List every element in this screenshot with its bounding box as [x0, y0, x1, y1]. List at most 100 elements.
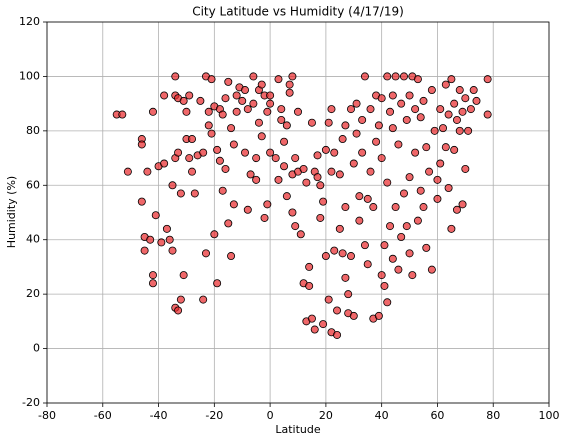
data-point [374, 121, 383, 130]
data-point [246, 170, 255, 179]
data-point [372, 137, 381, 146]
data-point [288, 72, 297, 81]
data-point [319, 320, 328, 329]
data-point [252, 154, 261, 163]
data-point [274, 75, 283, 84]
data-point [227, 124, 236, 133]
data-point [411, 105, 420, 114]
data-point [168, 181, 177, 190]
data-point [427, 86, 436, 95]
data-point [179, 96, 188, 105]
data-point [140, 246, 149, 255]
data-point [439, 124, 448, 133]
data-point [444, 184, 453, 193]
data-point [266, 99, 275, 108]
data-point [383, 298, 392, 307]
data-point [238, 96, 247, 105]
data-point [355, 192, 364, 201]
data-point [327, 167, 336, 176]
y-tick-label: 120 [19, 15, 40, 28]
data-point [179, 271, 188, 280]
data-point [241, 86, 250, 95]
data-point [394, 265, 403, 274]
data-point [341, 121, 350, 130]
data-point [252, 175, 261, 184]
data-point [391, 72, 400, 81]
x-tick-label: -60 [94, 409, 112, 422]
data-point [296, 230, 305, 239]
data-point [148, 279, 157, 288]
data-point [271, 154, 280, 163]
data-point [291, 154, 300, 163]
data-point [313, 151, 322, 160]
y-tick-label: 100 [19, 69, 40, 82]
data-point [386, 107, 395, 116]
data-point [310, 325, 319, 334]
y-tick-label: 80 [26, 124, 40, 137]
data-point [274, 175, 283, 184]
data-point [280, 162, 289, 171]
data-point [221, 164, 230, 173]
y-tick-label: 0 [33, 342, 40, 355]
x-tick-label: 0 [267, 409, 274, 422]
data-point [333, 330, 342, 339]
data-point [349, 159, 358, 168]
data-point [266, 148, 275, 157]
data-point [366, 167, 375, 176]
x-tick-label: -80 [38, 409, 56, 422]
data-point [335, 224, 344, 233]
data-point [321, 252, 330, 261]
x-axis-label: Latitude [275, 423, 321, 436]
data-point [388, 91, 397, 100]
data-point [165, 235, 174, 244]
data-point [143, 167, 152, 176]
data-point [455, 86, 464, 95]
data-point [324, 295, 333, 304]
data-point [383, 72, 392, 81]
data-point [394, 140, 403, 149]
data-point [399, 189, 408, 198]
data-point [213, 145, 222, 154]
data-point [363, 194, 372, 203]
data-point [408, 271, 417, 280]
data-point [249, 72, 258, 81]
data-point [277, 115, 286, 124]
data-point [419, 96, 428, 105]
data-point [422, 143, 431, 152]
data-point [285, 88, 294, 97]
data-point [227, 252, 236, 261]
data-point [137, 140, 146, 149]
data-point [316, 181, 325, 190]
x-tick-label: 60 [430, 409, 444, 422]
data-point [425, 167, 434, 176]
y-tick-label: 20 [26, 287, 40, 300]
data-point [483, 110, 492, 119]
data-point [282, 192, 291, 201]
y-tick-label: 60 [26, 178, 40, 191]
data-point [316, 213, 325, 222]
data-point [174, 148, 183, 157]
data-point [411, 148, 420, 157]
data-point [229, 140, 238, 149]
data-point [341, 273, 350, 282]
data-point [324, 118, 333, 127]
data-point [335, 170, 344, 179]
data-point [282, 121, 291, 130]
data-point [174, 306, 183, 315]
data-point [185, 91, 194, 100]
data-point [207, 75, 216, 84]
data-point [257, 132, 266, 141]
data-point [447, 75, 456, 84]
data-point [305, 281, 314, 290]
data-point [455, 126, 464, 135]
data-point [450, 145, 459, 154]
data-point [377, 94, 386, 103]
data-point [199, 295, 208, 304]
data-point [352, 129, 361, 138]
data-point [204, 121, 213, 130]
data-point [266, 91, 275, 100]
x-tick-label: 80 [486, 409, 500, 422]
data-point [366, 105, 375, 114]
x-tick-label: -40 [150, 409, 168, 422]
data-point [243, 105, 252, 114]
